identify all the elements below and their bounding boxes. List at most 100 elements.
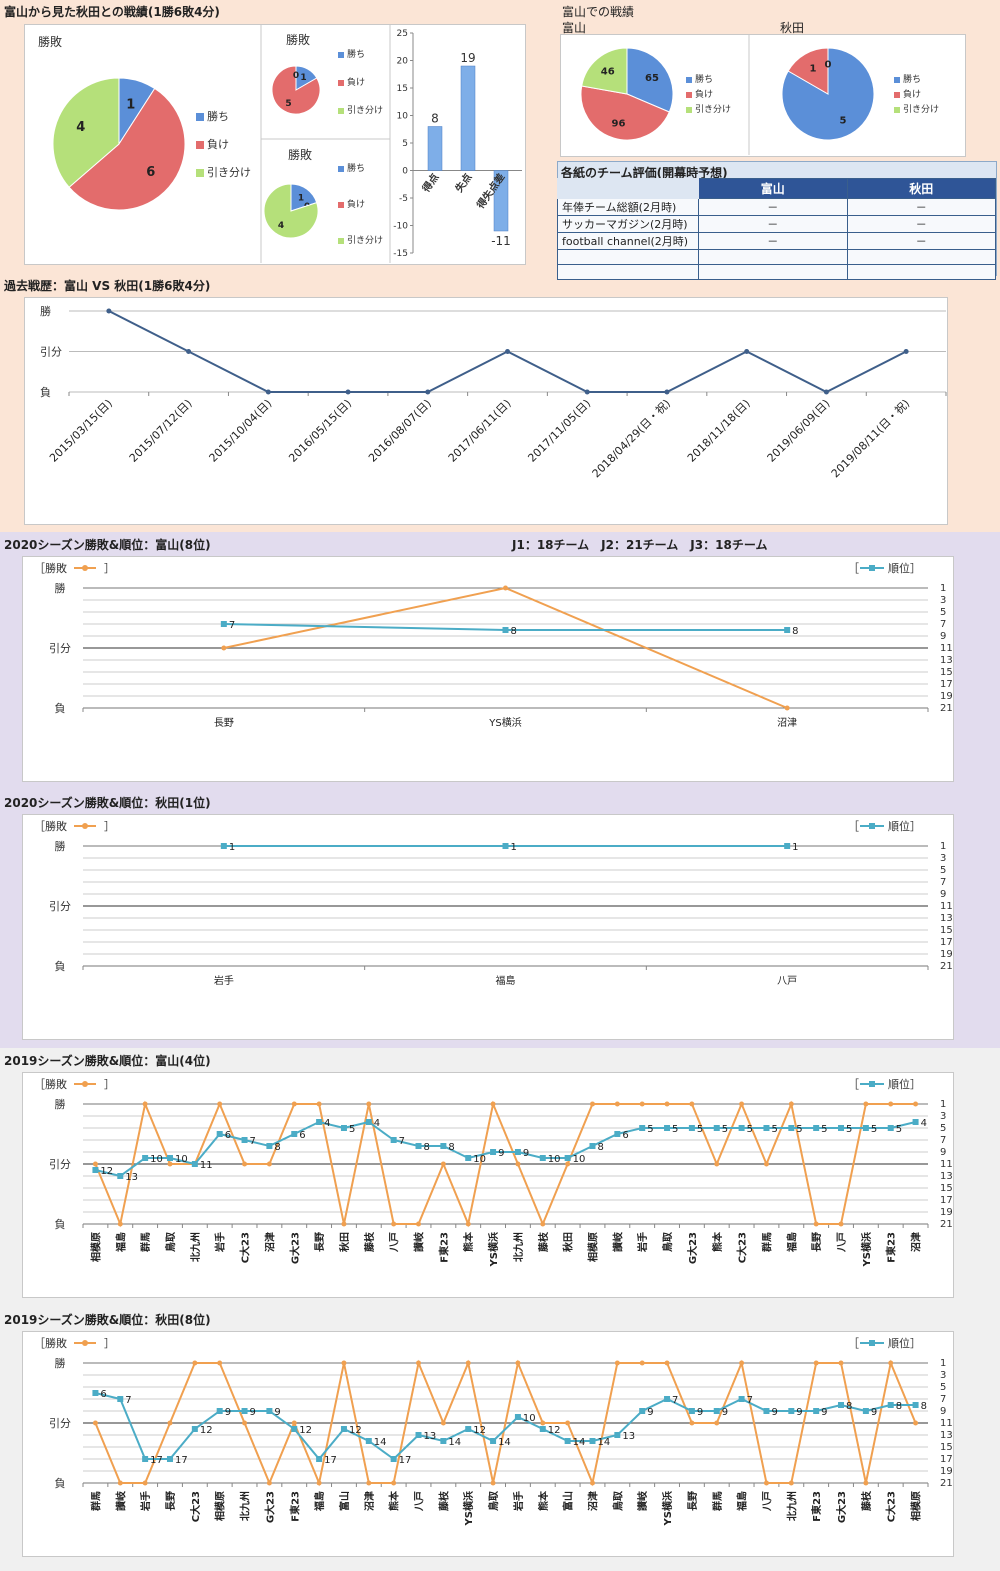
rank-data-label: 8 bbox=[846, 1401, 852, 1412]
rank-point bbox=[813, 1125, 820, 1131]
bar-y-tick-label: 15 bbox=[397, 84, 408, 94]
rank-tick-label: 9 bbox=[940, 631, 946, 642]
rank-tick-label: 19 bbox=[940, 1207, 953, 1218]
result-legend-close: ］ bbox=[104, 562, 115, 575]
bar-category-label: 得点 bbox=[419, 171, 442, 196]
home-toyama-pie-slice bbox=[580, 85, 670, 141]
rank-data-label: 7 bbox=[229, 620, 235, 631]
result-point bbox=[416, 1360, 422, 1366]
rank-data-label: 8 bbox=[274, 1142, 280, 1153]
x-category-label: F東23 bbox=[885, 1232, 898, 1263]
rank-point bbox=[490, 1438, 497, 1444]
rank-tick-label: 7 bbox=[940, 877, 946, 888]
result-y-label: 勝 bbox=[55, 1356, 66, 1370]
small-pie2-legend-label: 負け bbox=[347, 198, 365, 210]
rank-data-label: 12 bbox=[100, 1166, 113, 1177]
x-category-label: 熊本 bbox=[388, 1490, 401, 1511]
rank-tick-label: 7 bbox=[940, 1135, 946, 1146]
rank-data-label: 5 bbox=[349, 1124, 355, 1135]
x-category-label: YS横浜 bbox=[487, 1232, 500, 1267]
history-y-label: 勝 bbox=[40, 304, 51, 318]
x-category-label: YS横浜 bbox=[661, 1491, 674, 1526]
rank-point bbox=[713, 1125, 720, 1131]
main-pie-legend-label: 引き分け bbox=[207, 165, 251, 179]
rank-data-label: 9 bbox=[647, 1407, 653, 1418]
home-akita-pie-legend-swatch bbox=[894, 77, 900, 83]
rank-point bbox=[166, 1155, 173, 1161]
history-date-label: 2015/03/15(日) bbox=[47, 397, 115, 465]
rank-data-label: 9 bbox=[250, 1407, 256, 1418]
eval-cell-akita: － bbox=[846, 232, 996, 250]
history-point bbox=[823, 389, 829, 395]
rank-series-line bbox=[95, 1392, 916, 1461]
bar bbox=[493, 170, 509, 232]
rank-point bbox=[639, 1125, 646, 1131]
small-pie1-slice bbox=[271, 65, 321, 115]
bar-y-tick-label: -10 bbox=[393, 222, 408, 232]
home-toyama-pie-legend-swatch bbox=[686, 92, 692, 98]
rank-point bbox=[216, 1131, 223, 1137]
history-date-label: 2017/11/05(日) bbox=[525, 397, 593, 465]
result-point bbox=[416, 1221, 422, 1227]
x-category-label: 熊本 bbox=[537, 1490, 550, 1511]
rank-point bbox=[688, 1408, 695, 1414]
history-point bbox=[505, 349, 510, 354]
small-pie1-legend-label: 負け bbox=[347, 76, 365, 88]
bar bbox=[427, 126, 443, 171]
bar-value-label: 8 bbox=[431, 112, 439, 126]
result-point bbox=[838, 1360, 844, 1366]
rank-data-label: 5 bbox=[722, 1124, 728, 1135]
x-category-label: 八戸 bbox=[389, 1232, 401, 1253]
result-y-label: 引分 bbox=[49, 641, 71, 655]
result-point bbox=[714, 1420, 720, 1426]
rank-tick-label: 11 bbox=[940, 901, 953, 912]
x-category-label: 福島 bbox=[736, 1491, 749, 1512]
rank-data-label: 9 bbox=[697, 1407, 703, 1418]
eval-row: サッカーマガジン(2月時) － － bbox=[557, 215, 996, 233]
rank-data-label: 14 bbox=[448, 1437, 461, 1448]
eval-row bbox=[557, 264, 996, 280]
result-y-label: 引分 bbox=[49, 1416, 71, 1430]
x-category-label: 八戸 bbox=[414, 1491, 426, 1512]
eval-row-label bbox=[557, 264, 699, 280]
eval-cell-akita bbox=[846, 264, 996, 280]
main-pie-value-label: 4 bbox=[76, 120, 85, 135]
rank-tick-label: 13 bbox=[940, 1430, 953, 1441]
result-point bbox=[664, 1360, 670, 1366]
rank-tick-label: 3 bbox=[940, 595, 946, 606]
rank-point bbox=[365, 1438, 372, 1444]
rank-point bbox=[340, 1125, 347, 1131]
result-point bbox=[639, 1360, 645, 1366]
home-akita-pie-value-label: 5 bbox=[840, 115, 847, 126]
eval-row-label: サッカーマガジン(2月時) bbox=[557, 215, 699, 233]
history-point bbox=[265, 389, 271, 395]
x-category-label: 富山 bbox=[562, 1491, 575, 1511]
rank-data-label: 7 bbox=[747, 1395, 753, 1406]
result-point bbox=[589, 1101, 595, 1107]
rank-data-label: 7 bbox=[250, 1136, 256, 1147]
rank-data-label: 12 bbox=[299, 1425, 312, 1436]
result-point bbox=[266, 1480, 272, 1486]
result-y-label: 負 bbox=[55, 960, 66, 973]
eval-cell-toyama: － bbox=[698, 232, 848, 250]
main-pie-value-label: 1 bbox=[126, 97, 135, 112]
x-category-label: 岩手 bbox=[214, 1232, 227, 1253]
rank-data-label: 17 bbox=[175, 1455, 188, 1466]
x-category-label: C大23 bbox=[736, 1232, 749, 1263]
result-legend-label: ［勝敗 bbox=[34, 1077, 67, 1091]
x-category-label: 長野 bbox=[214, 717, 234, 729]
eval-cell-toyama bbox=[698, 249, 848, 265]
eval-row: football channel(2月時) － － bbox=[557, 232, 996, 250]
rank-point bbox=[539, 1155, 546, 1161]
history-point bbox=[345, 389, 351, 395]
rank-tick-label: 17 bbox=[940, 679, 953, 690]
bar-y-tick-label: -5 bbox=[399, 194, 408, 204]
result-point bbox=[142, 1101, 148, 1107]
eval-cell-toyama bbox=[698, 264, 848, 280]
rank-legend-marker bbox=[869, 1081, 875, 1087]
rank-data-label: 9 bbox=[722, 1407, 728, 1418]
home-akita-pie-slice bbox=[787, 47, 829, 95]
small-pie1-legend-swatch bbox=[338, 52, 344, 58]
bar-y-tick-label: 20 bbox=[397, 57, 409, 67]
x-category-label: 岩手 bbox=[214, 974, 234, 987]
